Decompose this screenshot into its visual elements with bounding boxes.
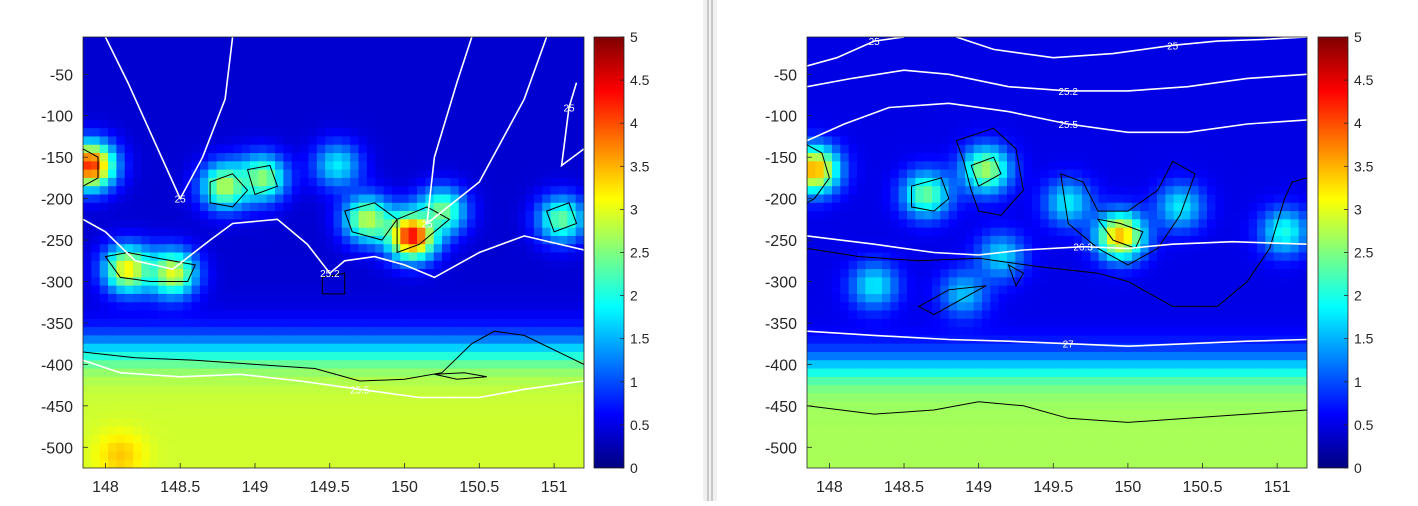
- y-tick-label: -500: [41, 440, 73, 457]
- y-tick-label: -500: [765, 440, 797, 457]
- x-tick-label: 148.5: [884, 479, 924, 496]
- x-tick-label: 148: [816, 479, 843, 496]
- density-contour-label: 25.5: [350, 385, 370, 396]
- density-contour-label: 25: [869, 37, 881, 48]
- x-tick-label: 149: [242, 479, 269, 496]
- y-tick-label: -450: [41, 399, 73, 416]
- colorbar-tick-label: 3: [1354, 201, 1362, 217]
- colorbar-tick-label: 4: [630, 115, 638, 131]
- colorbar: [594, 37, 624, 468]
- colorbar-tick-label: 1.5: [1354, 331, 1374, 347]
- y-tick-label: -400: [765, 357, 797, 374]
- colorbar-tick-label: 1.5: [630, 331, 650, 347]
- density-contour-label: 25: [175, 195, 187, 206]
- colorbar-tick-label: 2.5: [1354, 245, 1374, 261]
- colorbar-tick-label: 4.5: [630, 72, 650, 88]
- y-tick-label: -100: [765, 109, 797, 126]
- colorbar-tick-label: 1: [1354, 374, 1362, 390]
- colorbar-tick-label: 2: [630, 288, 638, 304]
- x-tick-label: 149.5: [1033, 479, 1073, 496]
- colorbar-tick-label: 4: [1354, 115, 1362, 131]
- y-tick-label: -450: [765, 399, 797, 416]
- y-tick-label: -50: [774, 67, 797, 84]
- density-contour-label: 25: [421, 220, 433, 231]
- density-contour-label: 27: [1063, 340, 1075, 351]
- x-tick-label: 150: [1115, 479, 1142, 496]
- density-contour-label: 25.2: [320, 269, 340, 280]
- y-tick-label: -150: [765, 150, 797, 167]
- x-tick-label: 150.5: [459, 479, 499, 496]
- y-tick-label: -300: [765, 275, 797, 292]
- y-tick-label: -350: [41, 316, 73, 333]
- colorbar-tick-label: 5: [1354, 29, 1362, 45]
- x-tick-label: 149: [965, 479, 992, 496]
- density-contour-label: 25.2: [1058, 87, 1078, 98]
- colorbar-tick-label: 3.5: [1354, 158, 1374, 174]
- x-tick-label: 148.5: [160, 479, 200, 496]
- density-contour-label: 25.5: [1058, 120, 1078, 131]
- colorbar-tick-label: 2: [1354, 288, 1362, 304]
- y-tick-label: -50: [50, 67, 73, 84]
- colorbar-tick-label: 4.5: [1354, 72, 1374, 88]
- y-tick-label: -200: [41, 192, 73, 209]
- heatmap-field: [807, 37, 1308, 469]
- density-contour-label: 25: [1167, 41, 1179, 52]
- x-tick-label: 150.5: [1182, 479, 1222, 496]
- colorbar: [1318, 37, 1348, 468]
- x-tick-label: 148: [92, 479, 119, 496]
- heatmap-field: [83, 37, 585, 469]
- colorbar-tick-label: 1: [630, 374, 638, 390]
- window-divider[interactable]: [703, 0, 717, 501]
- y-tick-label: -400: [41, 357, 73, 374]
- colorbar-tick-label: 5: [630, 29, 638, 45]
- x-tick-label: 151: [541, 479, 568, 496]
- colorbar-tick-label: 3: [630, 201, 638, 217]
- density-contour-label: 25: [563, 104, 575, 115]
- x-tick-label: 150: [391, 479, 418, 496]
- colorbar-tick-label: 0.5: [630, 417, 650, 433]
- x-tick-label: 151: [1264, 479, 1291, 496]
- y-tick-label: -250: [765, 233, 797, 250]
- colorbar-tick-label: 0.5: [1354, 417, 1374, 433]
- y-tick-label: -350: [765, 316, 797, 333]
- colorbar-tick-label: 0: [1354, 460, 1362, 476]
- y-tick-label: -250: [41, 233, 73, 250]
- x-tick-label: 149.5: [310, 479, 350, 496]
- colorbar-tick-label: 2.5: [630, 245, 650, 261]
- y-tick-label: -300: [41, 275, 73, 292]
- y-tick-label: -100: [41, 109, 73, 126]
- y-tick-label: -200: [765, 192, 797, 209]
- colorbar-tick-label: 3.5: [630, 158, 650, 174]
- colorbar-tick-label: 0: [630, 460, 638, 476]
- y-tick-label: -150: [41, 150, 73, 167]
- density-contour-label: 26.3: [1073, 243, 1093, 254]
